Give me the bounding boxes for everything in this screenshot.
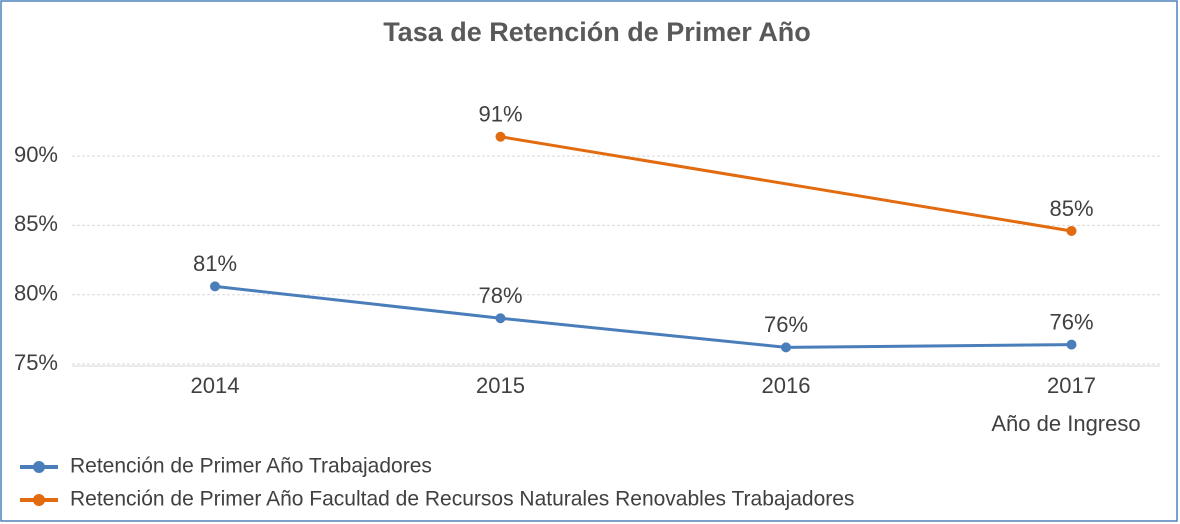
legend-marker [33, 494, 45, 506]
data-label: 76% [1049, 309, 1093, 334]
x-tick-label: 2015 [476, 373, 525, 398]
y-tick-label: 90% [14, 142, 58, 167]
x-tick-label: 2016 [762, 373, 811, 398]
series-line [214, 284, 1072, 349]
chart-title: Tasa de Retención de Primer Año [383, 17, 811, 47]
series-line [500, 135, 1072, 233]
x-tick-label: 2014 [191, 373, 240, 398]
data-point [210, 281, 220, 292]
data-point [495, 131, 506, 142]
legend-label: Retención de Primer Año Facultad de Recu… [70, 488, 854, 511]
data-label: 91% [478, 102, 522, 127]
data-point [1066, 339, 1077, 350]
data-point [781, 342, 791, 353]
y-tick-label: 75% [14, 350, 58, 375]
legend-marker [33, 461, 45, 473]
x-axis-title: Año de Ingreso [991, 411, 1140, 436]
data-point [495, 313, 506, 324]
data-label: 76% [764, 312, 808, 337]
y-tick-label: 85% [14, 211, 58, 236]
legend-label: Retención de Primer Año Trabajadores [70, 455, 432, 478]
data-label: 85% [1049, 196, 1093, 221]
data-point [1066, 225, 1077, 236]
y-tick-label: 80% [14, 281, 58, 306]
data-label: 81% [193, 251, 237, 276]
x-tick-label: 2017 [1047, 373, 1096, 398]
data-label: 78% [478, 283, 522, 308]
